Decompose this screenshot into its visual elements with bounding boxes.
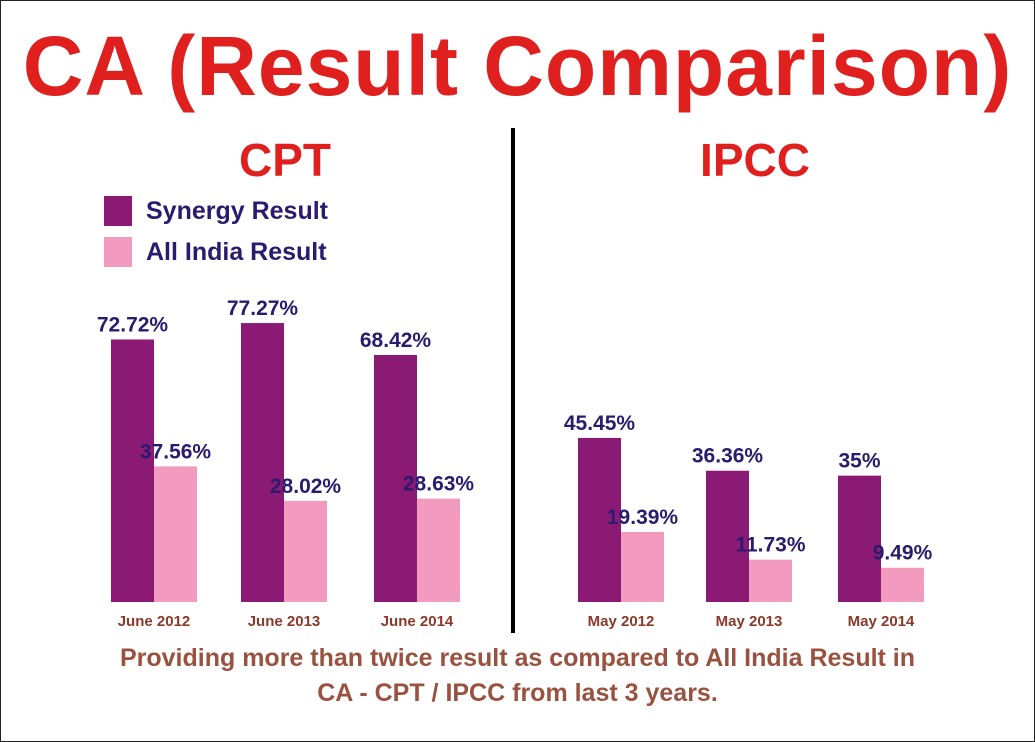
footer-line-1: Providing more than twice result as comp… [119,644,916,672]
cpt-value-label-all-india-2: 28.02% [270,475,342,498]
cpt-value-label-all-india-1: 37.56% [140,440,212,463]
cpt-bar-synergy-1 [111,339,154,602]
ipcc-value-label-synergy-2: 36.36% [692,445,764,468]
ipcc-category-label-1: May 2012 [588,613,655,630]
cpt-bar-all-india-2 [284,500,327,602]
ipcc-bar-synergy-2 [706,470,749,602]
ipcc-category-label-2: May 2013 [716,613,783,630]
section-divider [511,128,515,633]
legend-swatch-all-india [104,237,132,267]
legend-swatch-synergy [104,196,132,226]
legend-label-synergy: Synergy Result [146,197,329,225]
cpt-category-label-1: June 2012 [118,613,191,630]
legend-label-all-india: All India Result [146,238,327,266]
ipcc-value-label-all-india-1: 19.39% [607,506,679,529]
ipcc-value-label-synergy-1: 45.45% [564,412,636,435]
cpt-bar-all-india-1 [154,466,197,602]
cpt-value-label-all-india-3: 28.63% [403,473,475,496]
cpt-bar-all-india-3 [417,498,460,602]
cpt-category-label-3: June 2014 [381,613,454,630]
cpt-bar-synergy-3 [374,355,417,602]
ipcc-value-label-all-india-3: 9.49% [873,542,933,565]
ipcc-chart-title: IPCC [700,134,810,186]
ipcc-bar-synergy-3 [838,475,881,602]
ipcc-bar-all-india-3 [881,567,924,602]
ipcc-bar-synergy-1 [578,437,621,602]
ipcc-value-label-synergy-3: 35% [838,450,880,473]
ipcc-bar-all-india-1 [621,532,664,602]
ipcc-bar-all-india-2 [749,559,792,602]
cpt-category-label-2: June 2013 [248,613,321,630]
ipcc-category-label-3: May 2014 [848,613,915,630]
cpt-bar-synergy-2 [241,323,284,602]
cpt-chart-title: CPT [239,134,331,186]
footer-line-2: CA - CPT / IPCC from last 3 years. [317,679,718,707]
main-title: CA (Result Comparison) [22,19,1013,113]
cpt-value-label-synergy-3: 68.42% [360,329,432,352]
cpt-value-label-synergy-1: 72.72% [97,313,169,336]
cpt-value-label-synergy-2: 77.27% [227,297,299,320]
ipcc-value-label-all-india-2: 11.73% [735,534,805,557]
